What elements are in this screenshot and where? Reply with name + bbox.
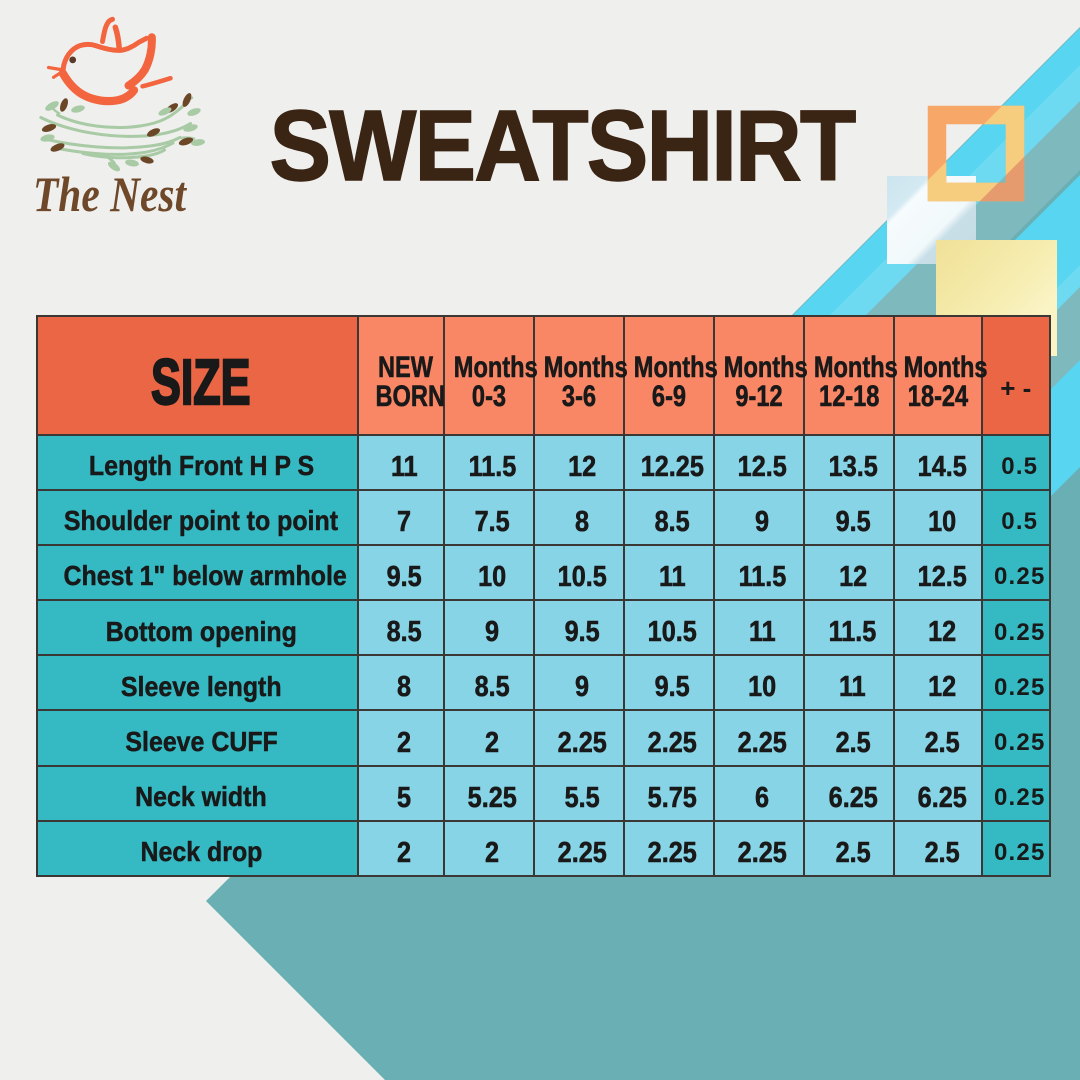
svg-text:The Nest: The Nest xyxy=(33,166,188,222)
